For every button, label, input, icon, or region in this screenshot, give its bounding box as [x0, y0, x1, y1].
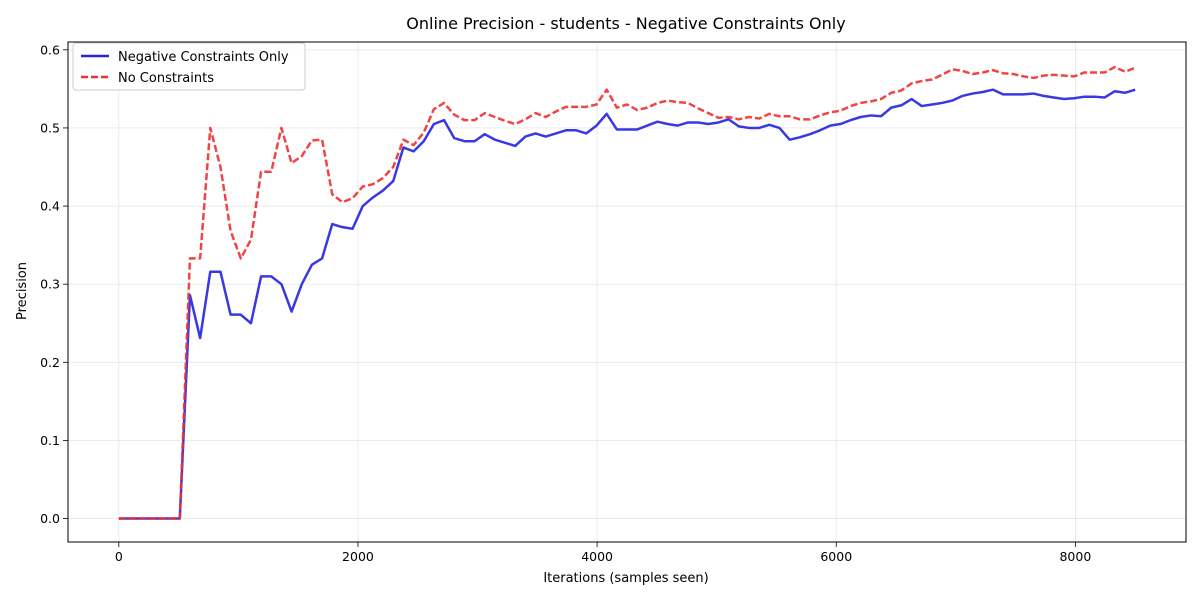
- y-axis-label: Precision: [15, 262, 30, 320]
- y-tick-label: 0.1: [40, 433, 60, 448]
- x-tick-label: 6000: [820, 549, 852, 564]
- y-tick-label: 0.0: [40, 511, 60, 526]
- legend-box: [72, 42, 306, 91]
- legend-label-negative-constraints: Negative Constraints Only: [118, 50, 289, 65]
- legend: Negative Constraints Only No Constraints: [72, 42, 306, 91]
- x-axis-label: Iterations (samples seen): [543, 571, 708, 586]
- y-tick-label: 0.5: [40, 120, 60, 135]
- series-lines: [118, 65, 1136, 520]
- legend-label-no-constraints: No Constraints: [118, 71, 214, 86]
- y-tick-label: 0.4: [40, 199, 60, 214]
- x-tick-label: 2000: [342, 549, 374, 564]
- y-tick-label: 0.3: [40, 277, 60, 292]
- series-no-constraints: [118, 65, 1136, 520]
- x-tick-label: 0: [115, 549, 123, 564]
- y-tick-label: 0.2: [40, 355, 60, 370]
- series-negative-constraints-only: [118, 88, 1136, 520]
- plot-frame: [67, 41, 1187, 543]
- axis-ticks: 0 2000 4000 6000 8000 0.0 0.1 0.2 0.3 0.4 0.5 0.6: [40, 42, 1091, 564]
- y-tick-label: 0.6: [40, 42, 60, 57]
- x-tick-label: 8000: [1059, 549, 1091, 564]
- chart-title: Online Precision - students - Negative C…: [406, 14, 845, 33]
- x-tick-label: 4000: [581, 549, 613, 564]
